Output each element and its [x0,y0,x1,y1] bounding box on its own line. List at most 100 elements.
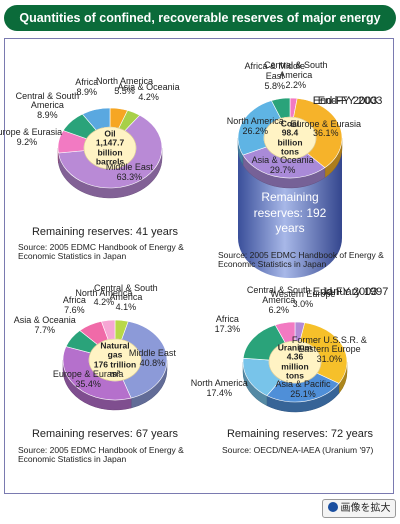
slice-label: Central & South America 8.9% [8,90,86,122]
slice-label: Europe & Eurasia 36.1% [287,118,365,140]
slice-label: Africa 7.6% [35,294,113,316]
slice-label: Central & South America 2.2% [257,60,335,91]
slice-value-label: 35.4% [75,379,101,390]
slice-value-label: 5.8% [264,80,285,91]
slice-category: Central & South America [264,60,328,81]
center-label: Natural gas 176 trillion m³ [85,340,145,378]
slice-label: Central & South America 6.2% [240,285,318,316]
slice-label: Europe & Eurasia 35.4% [49,369,127,390]
center-hole [83,126,137,170]
center-label-line: Uranium [277,342,313,353]
zoom-button[interactable]: 画像を拡大 [322,499,396,518]
slice-label: Africa 8.9% [48,77,126,99]
slice-value-label: 29.7% [269,165,296,176]
slice-label: Africa & Middle East 5.8% [236,61,314,92]
center-label-line: Coal [280,118,300,129]
slice-category: Former U.S.S.R. & Eastern Europe [291,334,367,355]
slice-category: Europe & Eurasia [290,118,362,129]
slice-category: Central & South America [246,285,311,306]
slice-value-label: 17.3% [214,324,241,335]
slice-value-label: 8.9% [37,110,58,121]
chart-date: End-FY 2003 [312,286,378,298]
center-label-line: million [281,361,309,371]
slice-value-label: 4.1% [115,302,137,313]
slice-value-label: 17.4% [206,388,233,399]
slice-category: Europe & Eurasia [0,127,63,138]
slice-value-label: 7.6% [64,304,85,315]
slice-category: Europe & Eurasia [52,369,124,380]
center-label-line: tons [286,370,304,381]
slice-category: Africa [215,314,239,325]
slice-category: Middle East [128,348,176,359]
slice-category: Asia & Pacific [275,379,331,390]
slice-label: Africa 17.3% [188,314,266,335]
slice-label: North America 5.5% [85,76,163,97]
source-note: Source: 2005 EDMC Handbook of Energy & E… [18,445,184,465]
slice-category: Asia & Oceania [251,155,314,166]
slice-label: Middle East 63.3% [90,161,168,183]
center-label: Oil 1,147.7 billion barrels [80,128,140,167]
center-label-line: 4.36 [286,351,304,362]
slice-value-label: 6.2% [268,305,289,316]
slice-category: Africa [75,77,99,88]
slice-value-label: 36.1% [313,128,339,139]
slice-value-label: 26.2% [242,126,269,137]
center-label-line: Oil [104,128,116,139]
slice-label: Former U.S.S.R. & Eastern Europe 31.0% [290,334,368,366]
center-label-line: billion [97,147,123,157]
slice-value-label: 2.2% [285,80,307,91]
remaining-reserves: Remaining reserves: 41 years [31,226,179,238]
slice-category: Asia & Oceania [13,314,76,325]
center-hole [88,338,142,382]
center-label-line: barrels [95,156,125,167]
slice-label: Middle East 40.8% [113,348,191,369]
slice-category: Central & South America [94,282,158,303]
slice-category: North America [95,76,153,87]
slice-value-label: 5.5% [114,85,135,96]
slice-category: Africa [62,294,86,305]
center-label-line: 1,147.7 [95,137,125,148]
center-label-line: billion [277,137,303,147]
slice [121,320,168,409]
slice-category: Asia & Oceania [117,82,180,93]
remaining-reserves: Remaining reserves: 72 years [226,428,374,440]
slice-value-label: 63.3% [116,171,143,182]
slice-label: Asia & Oceania 4.2% [110,82,188,103]
slice-category: Western Europe [270,289,336,300]
slice-label: North America 4.2% [65,287,143,309]
center-label-line: gas [107,349,123,360]
slice-value-label: 4.2% [138,91,159,102]
center-label-line: Natural [100,340,130,351]
button-label[interactable]: 画像を拡大 [340,503,391,514]
slice-value-label: 4.2% [93,297,115,308]
center-label-line: 176 trillion [93,359,137,369]
center-label: Coal 98.4 billion tons [260,118,320,157]
slice-label: North America 26.2% [216,116,294,137]
slice-category: North America [75,287,133,298]
source-note: Source: 2005 EDMC Handbook of Energy & E… [18,242,184,262]
chart-date: End-FY 2003 [317,95,383,107]
slice-label: Western Europe 3.0% [264,289,342,310]
title-bar: Quantities of confined, recoverable rese… [4,5,396,51]
source-note: Source: OECD/NEA-IAEA (Uranium '97) [222,445,374,455]
slice-category: North America [226,116,284,127]
slice-label: Central & South America 4.1% [87,282,165,314]
slice-label: Asia & Pacific 25.1% [264,379,342,400]
remaining-reserves: Remaining reserves: 192 years [253,190,327,236]
slice-value-label: 3.0% [292,299,314,310]
center-label-line: tons [281,146,299,157]
slice-category: North America [190,378,248,389]
button-icon [327,502,338,512]
source-note: Source: 2005 EDMC Handbook of Energy & E… [218,250,384,270]
slice-label: Asia & Oceania 29.7% [244,155,322,176]
slice-category: Central & South America [15,90,80,111]
frame [4,38,394,494]
chart-date: End-FY 2003 [312,95,378,107]
chart-date: January 1997 [321,286,389,298]
slice-value-label: 7.7% [34,324,56,335]
slice-category: Middle East [105,161,153,172]
slice-value-label: 8.9% [76,87,97,98]
slice-category: Africa & Middle East [244,61,305,82]
